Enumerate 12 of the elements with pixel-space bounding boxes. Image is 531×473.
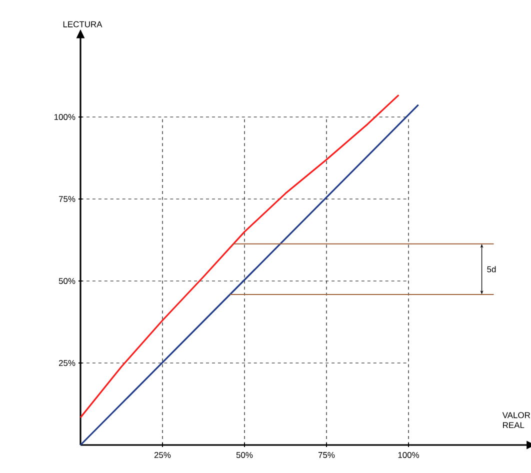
- y-tick-label: 50%: [58, 278, 76, 284]
- x-tick-label: 100%: [398, 452, 420, 458]
- y-axis-title: LECTURA: [63, 21, 102, 28]
- line-series: [80, 94, 400, 418]
- x-axis-title: VALOR REAL: [502, 412, 530, 428]
- x-tick-label: 75%: [318, 452, 335, 458]
- y-tick-label: 100%: [54, 114, 76, 120]
- x-tick-label: 50%: [236, 452, 253, 458]
- y-tick-label: 75%: [58, 196, 76, 202]
- y-tick-label: 25%: [58, 360, 76, 366]
- annotation: 5d: [487, 266, 496, 272]
- x-tick-label: 25%: [154, 452, 171, 458]
